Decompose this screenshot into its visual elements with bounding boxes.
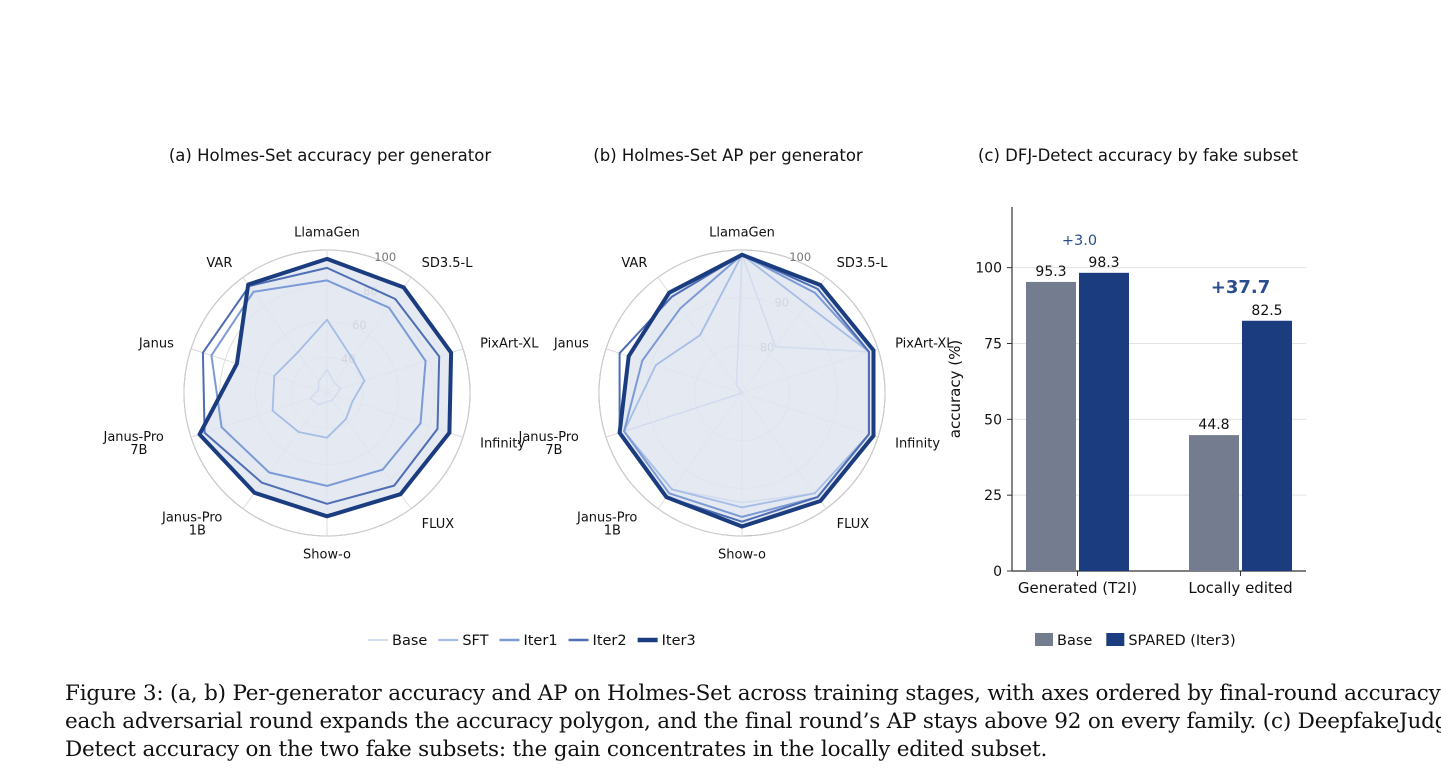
radar-b-title: (b) Holmes-Set AP per generator — [593, 146, 863, 165]
bar-legend: Base SPARED (Iter3) — [1035, 633, 1236, 649]
radar-axis-label: Janus-Pro 7B — [103, 430, 164, 458]
bar-y-axis-label: accuracy (%) — [946, 340, 964, 438]
legend-swatch-bar — [1035, 633, 1053, 646]
radar-axis-label: Janus-Pro 1B — [576, 510, 637, 538]
bar-y-tick-label: 0 — [993, 564, 1002, 580]
radar-series-iter1 — [210, 279, 427, 487]
radar-series-iter1 — [623, 253, 870, 518]
bar-base — [1026, 281, 1076, 571]
radar-chart-ap: 8090100LlamaGenSD3.5-LPixArt-XLInfinityF… — [518, 226, 955, 563]
bar-y-tick-label: 50 — [984, 412, 1002, 428]
bar-value-label: 95.3 — [1035, 264, 1066, 280]
radar-a-title: (a) Holmes-Set accuracy per generator — [169, 146, 491, 165]
radar-axis-label: SD3.5-L — [837, 256, 889, 271]
radar-series-iter3 — [617, 252, 876, 529]
radar-axis-label: LlamaGen — [294, 226, 360, 241]
radar-axis-label: Janus-Pro 7B — [518, 430, 579, 458]
radar-series-sft — [623, 253, 870, 509]
bar-category-label: Generated (T2I) — [1018, 579, 1137, 597]
radar-axis-label: Janus-Pro 1B — [161, 510, 222, 538]
legend-label: Iter3 — [662, 633, 696, 649]
legend-label: Iter2 — [593, 633, 627, 649]
bar-value-label: 82.5 — [1251, 303, 1282, 319]
radar-axis-label: VAR — [621, 256, 647, 271]
radar-axis-label: SD3.5-L — [422, 256, 474, 271]
radar-tick-label: 100 — [374, 250, 396, 264]
radar-legend: Base SFT Iter1 Iter2 Iter3 — [368, 633, 696, 649]
radar-axis-label: FLUX — [837, 517, 870, 532]
caption-line: Detect accuracy on the two fake subsets:… — [65, 737, 1048, 762]
bar-chart-title: (c) DFJ-Detect accuracy by fake subset — [978, 146, 1299, 165]
legend-swatch-bar — [1106, 633, 1125, 646]
bar-y-tick-label: 100 — [975, 261, 1002, 277]
legend-label: Base — [392, 633, 427, 649]
radar-axis-label: VAR — [206, 256, 232, 271]
radar-fill-area — [199, 258, 452, 517]
radar-axis-label: Infinity — [480, 436, 525, 451]
radar-series-iter2 — [201, 266, 441, 505]
radar-series-sft — [271, 318, 366, 439]
bar-spared — [1242, 320, 1292, 571]
caption-line: Figure 3: (a, b) Per-generator accuracy … — [65, 681, 1441, 706]
legend-label: SFT — [462, 633, 488, 649]
radar-series-base — [623, 254, 870, 504]
radar-axis-label: LlamaGen — [709, 226, 775, 241]
legend-label: Base — [1057, 633, 1092, 649]
bar-base — [1189, 435, 1239, 571]
bar-delta-annotation: +37.7 — [1211, 277, 1271, 298]
radar-axis-label: Infinity — [895, 436, 940, 451]
bar-delta-annotation: +3.0 — [1062, 233, 1097, 249]
bar-value-label: 98.3 — [1088, 255, 1119, 271]
radar-chart-accuracy: 406080100LlamaGenSD3.5-LPixArt-XLInfinit… — [103, 226, 540, 563]
bar-value-label: 44.8 — [1198, 417, 1229, 433]
figure-caption: Figure 3: (a, b) Per-generator accuracy … — [65, 680, 1441, 764]
radar-fill-area — [619, 254, 874, 527]
bar-y-tick-label: 25 — [984, 488, 1002, 504]
bar-category-label: Locally edited — [1188, 579, 1292, 597]
caption-line: each adversarial round expands the accur… — [65, 709, 1441, 734]
radar-series-iter3 — [197, 256, 454, 519]
radar-axis-label: Janus — [138, 337, 174, 352]
radar-axis-label: PixArt-XL — [895, 337, 954, 352]
radar-tick-label: 100 — [789, 250, 811, 264]
radar-series-iter2 — [618, 253, 870, 523]
radar-axis-label: Janus — [553, 337, 589, 352]
bar-spared — [1079, 272, 1129, 571]
legend-label: Iter1 — [523, 633, 557, 649]
bar-chart-accuracy: 0 25 50 75 100 accuracy (%) 95.3 98.3 +3.0 Genera… — [946, 207, 1306, 597]
radar-axis-label: FLUX — [422, 517, 455, 532]
radar-axis-label: Show-o — [303, 548, 351, 563]
bar-y-tick-label: 75 — [984, 337, 1002, 353]
radar-axis-label: PixArt-XL — [480, 337, 539, 352]
legend-label: SPARED (Iter3) — [1128, 633, 1235, 649]
radar-axis-label: Show-o — [718, 548, 766, 563]
radar-series-base — [309, 369, 342, 406]
